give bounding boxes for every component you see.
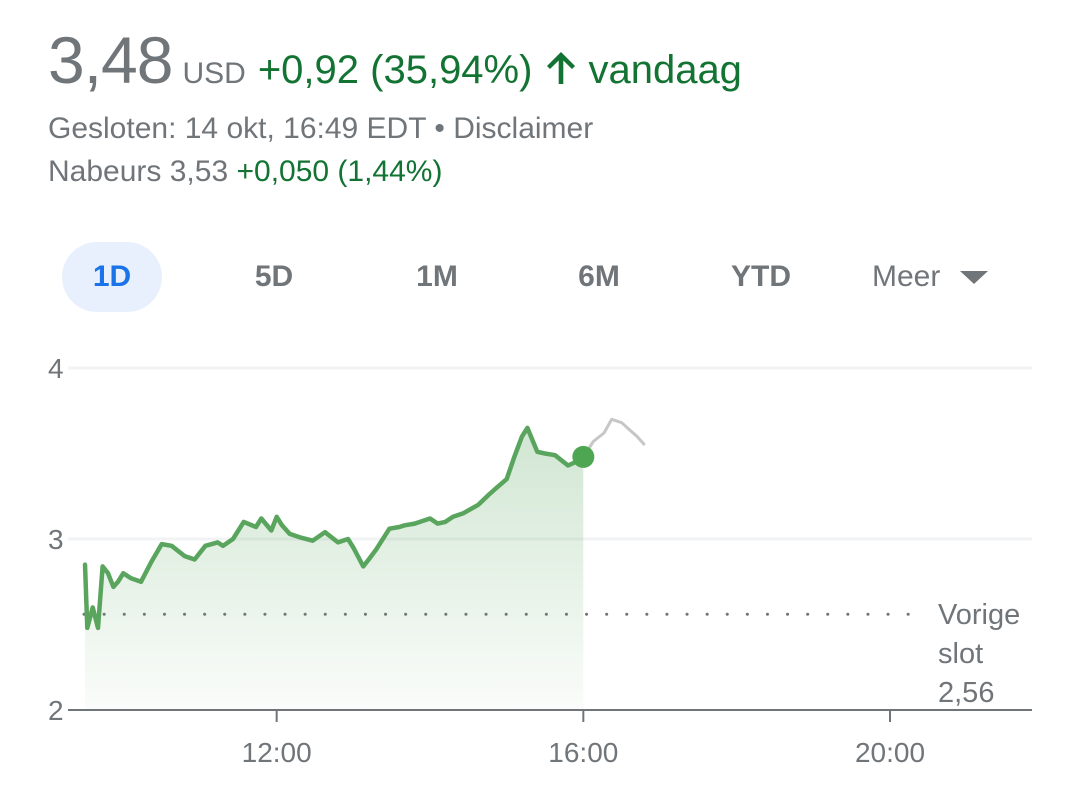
tab-1d[interactable]: 1D — [62, 242, 162, 312]
more-ranges-button[interactable]: Meer — [872, 242, 989, 312]
change-period: vandaag — [588, 48, 742, 92]
price-line — [82, 425, 586, 631]
after-hours-line — [582, 417, 646, 458]
x-tick-label: 12:00 — [242, 737, 312, 768]
tab-ytd[interactable]: YTD — [731, 260, 791, 293]
closed-timestamp: Gesloten: 14 okt, 16:49 EDT — [48, 112, 427, 145]
currency-code: USD — [182, 57, 246, 90]
current-price: 3,48 — [48, 23, 173, 97]
after-hours-price: 3,53 — [169, 155, 229, 188]
disclaimer-link[interactable]: Disclaimer — [453, 112, 594, 145]
axes-group: 2 3 4 12:00 16:00 20:00 — [48, 353, 1032, 768]
y-tick-label: 2 — [48, 695, 64, 726]
chevron-down-icon — [960, 270, 989, 284]
tab-5d[interactable]: 5D — [254, 260, 294, 293]
tab-6m[interactable]: 6M — [578, 260, 620, 293]
tab-1m[interactable]: 1M — [416, 260, 458, 293]
after-hours-quote: Nabeurs 3,53 +0,050 (1,44%) — [48, 155, 442, 189]
quote-header: 3,48 USD +0,92 (35,94%) vandaag — [48, 22, 742, 98]
y-tick-label: 4 — [48, 353, 64, 384]
y-tick-label: 3 — [48, 524, 64, 555]
series-group — [82, 417, 646, 710]
price-chart[interactable]: Vorige slot 2,56 2 3 4 12:00 16:00 20:00 — [0, 340, 1080, 806]
price-change: +0,92 (35,94%) — [257, 48, 533, 92]
x-tick-label: 16:00 — [548, 737, 618, 768]
market-status: Gesloten: 14 okt, 16:49 EDT • Disclaimer — [48, 112, 593, 146]
x-tick-label: 20:00 — [855, 737, 925, 768]
previous-close-label: slot — [938, 638, 983, 670]
separator-dot: • — [426, 112, 454, 145]
previous-close-label: Vorige — [938, 599, 1020, 631]
price-area-fill — [85, 427, 584, 710]
last-price-marker — [572, 445, 595, 468]
arrow-up-icon — [546, 51, 576, 85]
after-hours-change: +0,050 (1,44%) — [236, 155, 443, 188]
more-label: Meer — [872, 260, 941, 293]
previous-close-value: 2,56 — [938, 677, 994, 709]
after-hours-label: Nabeurs — [48, 155, 162, 188]
